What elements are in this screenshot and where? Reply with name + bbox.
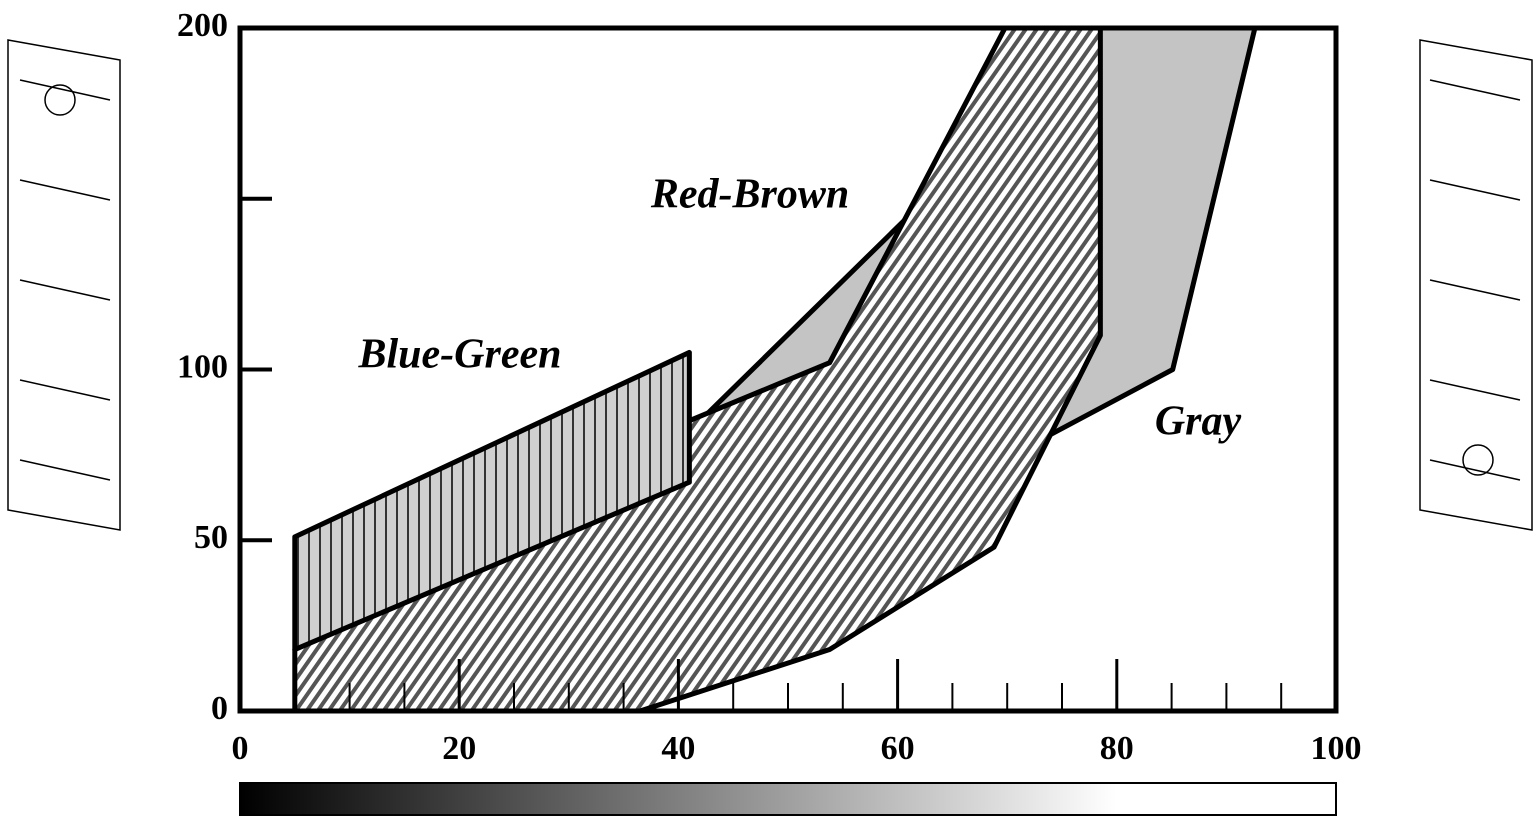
region-label: Red-Brown: [650, 172, 849, 218]
logo-left: [8, 40, 120, 530]
x-tick-label: 40: [661, 730, 695, 767]
y-tick-label: 200: [177, 7, 228, 44]
x-tick-label: 20: [442, 730, 476, 767]
region-label: Blue-Green: [358, 332, 562, 378]
x-tick-label: 80: [1100, 730, 1134, 767]
region-label: Gray: [1155, 399, 1242, 445]
logo-right: [1420, 40, 1532, 530]
x-tick-label: 0: [232, 730, 249, 767]
y-tick-label: 50: [194, 519, 228, 556]
x-tick-label: 60: [881, 730, 915, 767]
y-tick-label: 100: [177, 348, 228, 385]
gradient-bar: [240, 783, 1336, 815]
page: Gray Red-Brown Blue-Green 0 50 100 200 0 20 40 60 8…: [0, 0, 1539, 819]
chart: Gray Red-Brown Blue-Green 0 50 100 200 0 20 40 60 8…: [0, 0, 1539, 819]
y-tick-label: 0: [211, 690, 228, 727]
x-tick-label: 100: [1311, 730, 1362, 767]
